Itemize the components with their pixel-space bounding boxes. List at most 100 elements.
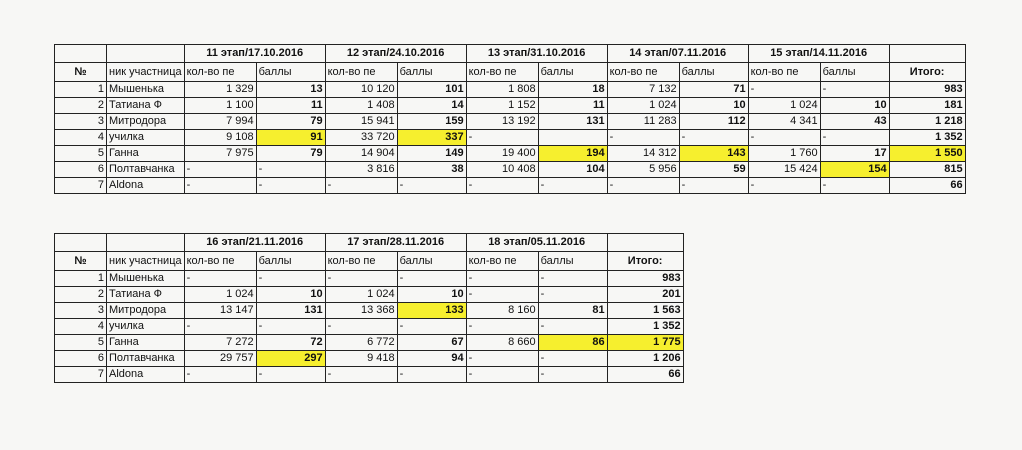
table-row: 5 Ганна 7 975 79 14 904 149 19 400 194 14 312 143… bbox=[54, 145, 966, 162]
stage-points: 104 bbox=[537, 161, 608, 178]
stage-count: - bbox=[465, 177, 539, 194]
stage-count: - bbox=[606, 129, 680, 146]
stage-points: - bbox=[255, 318, 326, 335]
stage-count: - bbox=[183, 366, 257, 383]
stage-points: 131 bbox=[255, 302, 326, 319]
row-total: 1 218 bbox=[888, 113, 966, 130]
stage-count: - bbox=[324, 270, 398, 287]
stage-count: - bbox=[183, 270, 257, 287]
count-header: кол-во пе bbox=[183, 251, 257, 271]
table-row: 7 Aldona - - - - - -66 bbox=[54, 366, 684, 383]
row-number: 2 bbox=[54, 97, 107, 114]
stage-count: - bbox=[606, 177, 680, 194]
participant-name: Мышенька bbox=[106, 81, 185, 98]
stage-count: - bbox=[183, 177, 257, 194]
stage-points: - bbox=[537, 286, 608, 303]
stage-points: - bbox=[678, 129, 749, 146]
table-row: 1 Мышенька 1 329 13 10 120 101 1 808 18 7 132 71-… bbox=[54, 81, 966, 98]
points-header: баллы bbox=[255, 62, 326, 82]
stage-count: 7 975 bbox=[183, 145, 257, 162]
participant-name: училка bbox=[106, 129, 185, 146]
stage-count: 3 816 bbox=[324, 161, 398, 178]
stage-points: 133 bbox=[396, 302, 467, 319]
blank-cell bbox=[54, 233, 107, 252]
stage-points: 38 bbox=[396, 161, 467, 178]
stage-points: 297 bbox=[255, 350, 326, 367]
row-total: 983 bbox=[888, 81, 966, 98]
participant-name: Aldona bbox=[106, 366, 185, 383]
table-row: 3 Митродора 13 147 131 13 368 133 8 160 81 1 563 bbox=[54, 302, 684, 319]
row-number: 1 bbox=[54, 81, 107, 98]
stage-points: - bbox=[537, 318, 608, 335]
stage-count: 7 272 bbox=[183, 334, 257, 351]
points-header: баллы bbox=[396, 251, 467, 271]
count-header: кол-во пе bbox=[465, 62, 539, 82]
table-row: 7 Aldona - - - - - - - - - -66 bbox=[54, 177, 966, 194]
row-total: 66 bbox=[606, 366, 684, 383]
stage-points: 11 bbox=[537, 97, 608, 114]
row-total: 201 bbox=[606, 286, 684, 303]
number-header: № bbox=[54, 62, 107, 82]
table-row: 4 училка 9 108 91 33 720 337- - - - -1 352 bbox=[54, 129, 966, 146]
stage-count: - bbox=[465, 129, 539, 146]
total-header: Итого: bbox=[888, 62, 966, 82]
stage-count: 1 024 bbox=[183, 286, 257, 303]
row-total: 815 bbox=[888, 161, 966, 178]
stage-points: - bbox=[819, 177, 890, 194]
count-header: кол-во пе bbox=[324, 251, 398, 271]
stage-count: 13 368 bbox=[324, 302, 398, 319]
table-row: 6 Полтавчанка 29 757 297 9 418 94- -1 206 bbox=[54, 350, 684, 367]
stage-count: 14 904 bbox=[324, 145, 398, 162]
stage-points: 71 bbox=[678, 81, 749, 98]
stage-count: 9 108 bbox=[183, 129, 257, 146]
stage-count: 5 956 bbox=[606, 161, 680, 178]
participant-header: ник участница bbox=[106, 62, 185, 82]
stage-points: 11 bbox=[255, 97, 326, 114]
stage-heading: 16 этап/21.11.2016 bbox=[183, 233, 326, 252]
stage-count: 6 772 bbox=[324, 334, 398, 351]
participant-name: Полтавчанка bbox=[106, 161, 185, 178]
stage-heading: 11 этап/17.10.2016 bbox=[183, 44, 326, 63]
stage-count: 11 283 bbox=[606, 113, 680, 130]
participant-name: Ганна bbox=[106, 334, 185, 351]
stage-count: - bbox=[183, 161, 257, 178]
stage-points: 79 bbox=[255, 145, 326, 162]
stage-count: 1 024 bbox=[324, 286, 398, 303]
results-table-stages-16-18: 16 этап/21.11.2016 17 этап/28.11.2016 18 э… bbox=[54, 233, 684, 383]
blank-cell bbox=[106, 44, 185, 63]
stage-points: - bbox=[255, 366, 326, 383]
row-total: 1 352 bbox=[606, 318, 684, 335]
stage-points: 112 bbox=[678, 113, 749, 130]
stage-points: - bbox=[255, 177, 326, 194]
stage-points: 81 bbox=[537, 302, 608, 319]
stage-header-row: 11 этап/17.10.2016 12 этап/24.10.2016 13 э… bbox=[54, 44, 966, 63]
stage-points: - bbox=[537, 270, 608, 287]
stage-count: - bbox=[183, 318, 257, 335]
participant-name: Татиана Ф bbox=[106, 286, 185, 303]
participant-name: Aldona bbox=[106, 177, 185, 194]
stage-count: 1 024 bbox=[747, 97, 821, 114]
points-header: баллы bbox=[537, 251, 608, 271]
stage-count: 1 329 bbox=[183, 81, 257, 98]
stage-points: 91 bbox=[255, 129, 326, 146]
stage-count: - bbox=[465, 318, 539, 335]
row-total: 1 550 bbox=[888, 145, 966, 162]
row-number: 7 bbox=[54, 177, 107, 194]
stage-points: 10 bbox=[255, 286, 326, 303]
stage-points: - bbox=[255, 161, 326, 178]
stage-heading: 14 этап/07.11.2016 bbox=[606, 44, 749, 63]
row-total: 1 206 bbox=[606, 350, 684, 367]
count-header: кол-во пе bbox=[324, 62, 398, 82]
blank-cell bbox=[888, 44, 966, 63]
row-total: 181 bbox=[888, 97, 966, 114]
stage-heading: 12 этап/24.10.2016 bbox=[324, 44, 467, 63]
stage-count: 15 424 bbox=[747, 161, 821, 178]
stage-points: - bbox=[819, 129, 890, 146]
stage-count: - bbox=[465, 270, 539, 287]
stage-points: - bbox=[537, 177, 608, 194]
stage-count: - bbox=[747, 81, 821, 98]
participant-name: Полтавчанка bbox=[106, 350, 185, 367]
participant-name: Митродора bbox=[106, 302, 185, 319]
stage-count: - bbox=[324, 318, 398, 335]
stage-points: 79 bbox=[255, 113, 326, 130]
